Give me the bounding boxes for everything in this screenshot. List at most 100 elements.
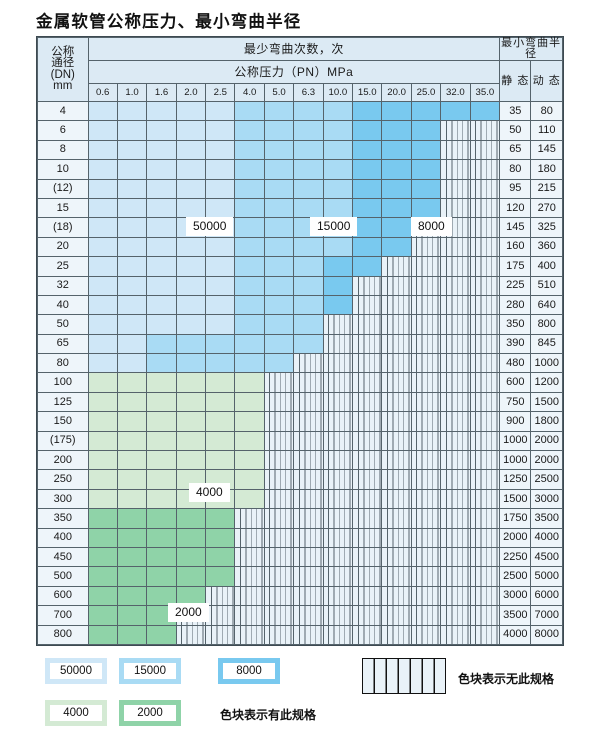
spec-cell xyxy=(352,217,383,238)
row-radius-static: 65 xyxy=(499,139,532,161)
row-radius-static: 160 xyxy=(499,236,532,258)
spec-cell xyxy=(410,120,442,141)
spec-cell xyxy=(410,450,442,471)
spec-cell xyxy=(263,353,295,374)
spec-cell xyxy=(469,120,501,141)
spec-cell xyxy=(352,391,383,413)
row-radius-static: 2500 xyxy=(499,566,532,587)
spec-cell xyxy=(146,314,177,335)
spec-cell xyxy=(234,100,265,122)
spec-cell xyxy=(440,605,471,626)
spec-cell xyxy=(352,333,383,355)
row-radius-dynamic: 360 xyxy=(530,236,563,258)
spec-cell xyxy=(87,430,118,452)
spec-cell xyxy=(146,120,177,141)
spec-cell xyxy=(175,508,207,529)
spec-cell xyxy=(352,624,383,645)
header-dn-cell: 公称 通径 (DN) mm xyxy=(37,37,89,102)
spec-cell xyxy=(87,353,118,374)
table-row: 8 65 145 xyxy=(37,139,563,161)
spec-cell xyxy=(175,236,207,258)
spec-cell xyxy=(146,585,177,607)
row-radius-static: 600 xyxy=(499,372,532,393)
spec-cell xyxy=(440,353,471,374)
row-radius-static: 120 xyxy=(499,197,532,219)
spec-cell xyxy=(205,120,236,141)
spec-cell xyxy=(322,139,354,161)
spec-cell xyxy=(469,585,501,607)
header-pressure-3: 2.0 xyxy=(175,83,207,102)
table-row: 40 280 640 xyxy=(37,294,563,316)
spec-cell xyxy=(322,353,354,374)
spec-cell xyxy=(322,314,354,335)
spec-cell xyxy=(469,178,501,199)
row-radius-static: 1500 xyxy=(499,488,532,510)
spec-cell xyxy=(146,624,177,645)
row-radius-dynamic: 510 xyxy=(530,275,563,296)
spec-cell xyxy=(440,585,471,607)
spec-cell xyxy=(440,566,471,587)
spec-cell xyxy=(116,236,148,258)
spec-cell xyxy=(175,256,207,277)
spec-cell xyxy=(263,450,295,471)
spec-cell xyxy=(322,236,354,258)
spec-cell xyxy=(234,585,265,607)
spec-cell xyxy=(116,624,148,645)
spec-cell xyxy=(410,294,442,316)
spec-cell xyxy=(263,314,295,335)
spec-cell xyxy=(293,469,324,490)
spec-cell xyxy=(205,159,236,180)
row-radius-dynamic: 5000 xyxy=(530,566,563,587)
table-row: 500 2500 5000 xyxy=(37,566,563,587)
row-radius-dynamic: 400 xyxy=(530,256,563,277)
table-row: (175) 1000 2000 xyxy=(37,430,563,452)
row-dn-label: 450 xyxy=(37,546,89,568)
spec-cell xyxy=(440,197,471,219)
spec-cell xyxy=(87,217,118,238)
row-dn-label: 200 xyxy=(37,450,89,471)
spec-cell xyxy=(146,372,177,393)
row-radius-dynamic: 845 xyxy=(530,333,563,355)
spec-cell xyxy=(87,566,118,587)
spec-cell xyxy=(146,353,177,374)
spec-cell xyxy=(175,100,207,122)
spec-cell xyxy=(87,585,118,607)
spec-cell xyxy=(352,139,383,161)
spec-cell xyxy=(381,294,412,316)
spec-cell xyxy=(322,566,354,587)
row-radius-dynamic: 110 xyxy=(530,120,563,141)
row-radius-dynamic: 215 xyxy=(530,178,563,199)
spec-cell xyxy=(322,333,354,355)
spec-cell xyxy=(87,236,118,258)
spec-cell xyxy=(234,256,265,277)
overlay-value-label: 15000 xyxy=(310,217,358,236)
spec-cell xyxy=(440,488,471,510)
header-dn-line-2: (DN) xyxy=(50,68,75,81)
legend-swatch-value: 2000 xyxy=(124,705,176,721)
spec-cell xyxy=(440,236,471,258)
spec-cell xyxy=(263,333,295,355)
spec-cell xyxy=(410,391,442,413)
spec-cell xyxy=(234,372,265,393)
spec-cell xyxy=(116,217,148,238)
spec-cell xyxy=(234,430,265,452)
spec-cell xyxy=(410,139,442,161)
spec-cell xyxy=(410,527,442,548)
spec-cell xyxy=(205,294,236,316)
spec-cell xyxy=(381,624,412,645)
spec-cell xyxy=(146,430,177,452)
spec-cell xyxy=(146,197,177,219)
header-pressure-1: 1.0 xyxy=(116,83,148,102)
table-row: 32 225 510 xyxy=(37,275,563,296)
spec-cell xyxy=(116,353,148,374)
row-radius-dynamic: 2500 xyxy=(530,469,563,490)
spec-cell xyxy=(381,411,412,432)
spec-cell xyxy=(410,430,442,452)
spec-cell xyxy=(440,333,471,355)
table-row: 10 80 180 xyxy=(37,159,563,180)
row-radius-dynamic: 180 xyxy=(530,159,563,180)
row-radius-static: 4000 xyxy=(499,624,532,645)
table-row: (12) 95 215 xyxy=(37,178,563,199)
header-pressure-12: 32.0 xyxy=(440,83,471,102)
spec-cell xyxy=(146,508,177,529)
